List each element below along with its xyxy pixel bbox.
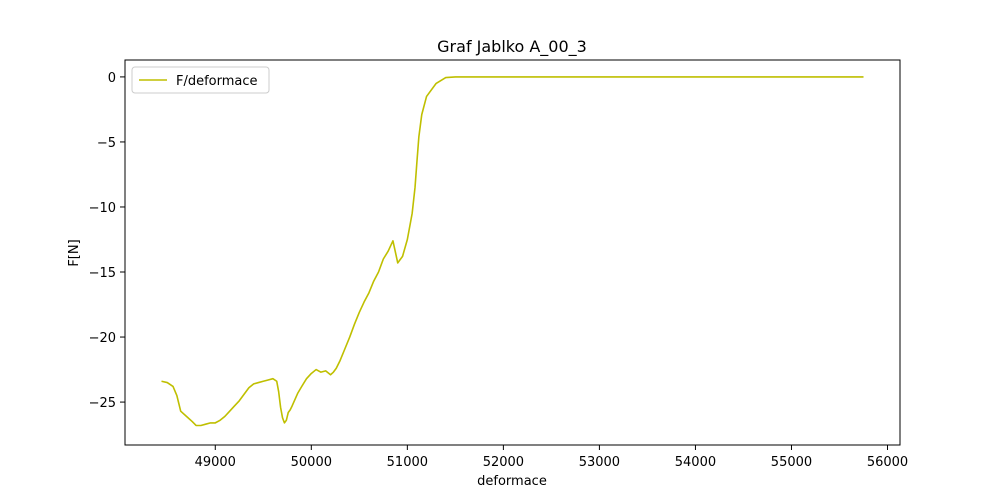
x-tick-label: 49000	[195, 455, 236, 470]
y-axis: 0 −5 −10 −15 −20 −25	[89, 71, 125, 411]
legend-box	[131, 66, 270, 94]
x-tick-label: 52000	[483, 455, 524, 470]
y-tick-label: −25	[89, 396, 116, 411]
x-axis-label: deformace	[477, 474, 547, 489]
x-tick-label: 50000	[291, 455, 332, 470]
x-axis: 49000 50000 51000 52000 53000 54000 55000 56000	[195, 445, 908, 470]
y-tick-label: −10	[89, 201, 116, 216]
y-axis-label: F[N]	[67, 239, 82, 266]
plot-area	[161, 76, 864, 427]
legend: F/deformace	[131, 66, 270, 94]
y-tick-label: 0	[108, 71, 116, 86]
x-tick-label: 54000	[675, 455, 716, 470]
x-tick-label: 53000	[579, 455, 620, 470]
x-tick-label: 51000	[387, 455, 428, 470]
y-tick-label: −15	[89, 266, 116, 281]
plot-frame	[124, 59, 901, 446]
legend-label: F/deformace	[176, 74, 258, 89]
y-tick-label: −20	[89, 331, 116, 346]
x-tick-label: 55000	[771, 455, 812, 470]
x-tick-label: 56000	[867, 455, 908, 470]
series-line-f-deformace	[161, 76, 864, 427]
y-tick-label: −5	[97, 136, 116, 151]
chart-title: Graf Jablko A_00_3	[437, 37, 587, 57]
